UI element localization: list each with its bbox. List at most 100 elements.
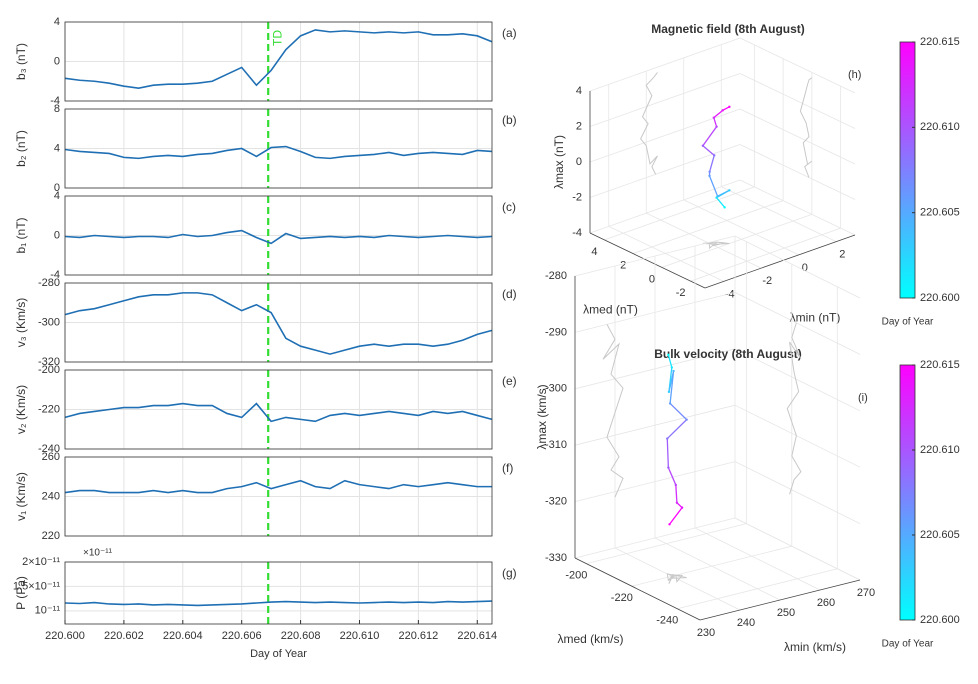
z-tick-label: -4 — [572, 227, 582, 239]
colorbar-tick-label: 220.615 — [920, 36, 960, 48]
data-line — [64, 479, 492, 494]
grid-line — [690, 227, 841, 282]
data-line — [64, 29, 493, 89]
floor-shadow — [666, 573, 687, 584]
y-tick-label: 0 — [54, 182, 60, 194]
floor-shadow — [702, 241, 730, 250]
panel-label: (c) — [502, 200, 516, 214]
wall-shadow — [602, 324, 624, 498]
panel-label: (g) — [502, 566, 517, 580]
y-tick-label: -300 — [38, 316, 60, 328]
z-tick-label: -330 — [545, 552, 567, 564]
trajectory-segment — [722, 106, 730, 111]
grid-line — [721, 186, 837, 242]
y-tick-label: -200 — [565, 570, 587, 582]
trajectory-segment — [708, 155, 715, 172]
trajectory-point — [667, 353, 670, 357]
x-tick-label: 220.604 — [163, 630, 203, 642]
panel-frame — [64, 108, 493, 189]
trajectory-point — [668, 402, 672, 405]
trajectory-segment — [667, 354, 673, 368]
trajectory-segment — [702, 126, 718, 147]
trajectory-point — [674, 483, 678, 487]
panel-label: (d) — [502, 287, 517, 301]
trajectory-segment — [708, 175, 719, 197]
grid-line — [739, 108, 856, 165]
trajectory-point — [708, 174, 711, 178]
colorbar-tick-label: 220.600 — [920, 614, 960, 626]
grid-line — [739, 37, 856, 94]
chart-title: Bulk velocity (8th August) — [654, 347, 802, 361]
x-tick-label: 250 — [777, 607, 795, 619]
z-tick-label: -320 — [545, 496, 567, 508]
trajectory-point — [667, 390, 671, 394]
event-label: TD — [270, 30, 284, 46]
y-tick-label: -220 — [611, 592, 633, 604]
trajectory-point — [715, 125, 718, 128]
y-tick-label: -200 — [38, 364, 60, 376]
x-tick-label: 220.610 — [340, 630, 380, 642]
y-tick-label: 240 — [42, 490, 60, 502]
trajectory-segment — [666, 419, 688, 440]
panel-label: (i) — [858, 392, 868, 404]
colorbar-label: Day of Year — [882, 317, 934, 328]
y-tick-label: 4 — [591, 246, 597, 258]
z-tick-label: 2 — [576, 120, 582, 132]
grid-line — [604, 186, 755, 241]
axis-exponent: ×10⁻¹¹ — [83, 548, 113, 559]
panel-frame — [64, 195, 493, 276]
colorbar-tick-label: 220.605 — [920, 529, 960, 541]
z-tick-label: 0 — [576, 156, 582, 168]
panel-label: (b) — [502, 113, 517, 127]
colorbar — [899, 364, 916, 621]
grid-line — [589, 144, 741, 198]
trajectory-segment — [669, 370, 675, 404]
grid-line — [646, 212, 762, 269]
x-tick-label: 220.602 — [104, 630, 144, 642]
trajectory-point — [712, 116, 716, 119]
trajectory-segment — [675, 484, 678, 503]
panel-frame — [64, 561, 493, 625]
data-line — [64, 600, 493, 607]
grid-line — [694, 527, 821, 591]
grid-line — [574, 461, 736, 502]
y-axis-label: v₂ (Km/s) — [14, 385, 28, 434]
trajectory-segment — [669, 403, 688, 421]
grid-line — [574, 292, 736, 333]
grid-line — [654, 537, 781, 601]
trajectory-segment — [667, 467, 677, 486]
axis-line — [574, 557, 701, 621]
y-axis-label: b₃ (nT) — [14, 43, 28, 80]
y-axis-label: b₂ (nT) — [14, 130, 28, 167]
z-tick-label: -2 — [572, 191, 582, 203]
trajectory-point — [672, 369, 675, 373]
x-tick-label: 0 — [802, 262, 808, 274]
y-tick-label: 10⁻¹¹ — [35, 605, 61, 617]
trajectory-point — [685, 418, 688, 421]
grid-line — [632, 200, 784, 255]
y-tick-label: 1.5×10⁻¹¹ — [13, 580, 60, 592]
axis-line — [699, 579, 861, 621]
trajectory-point — [728, 105, 731, 109]
trajectory-point — [668, 523, 671, 526]
x-tick-label: 230 — [697, 627, 715, 639]
trajectory-point — [680, 506, 684, 509]
y-axis-label: v₁ (Km/s) — [14, 472, 28, 521]
trajectory-point — [723, 206, 726, 209]
trajectory-segment — [716, 197, 726, 208]
grid-line — [739, 73, 856, 129]
data-line — [64, 402, 493, 423]
z-tick-label: -280 — [545, 270, 567, 282]
grid-line — [734, 404, 861, 468]
x-tick-label: 2 — [839, 249, 845, 261]
y-tick-label: 220 — [42, 530, 60, 542]
y-tick-label: -240 — [656, 615, 678, 627]
grid-line — [739, 179, 856, 236]
x-tick-label: 220.612 — [398, 630, 438, 642]
y-tick-label: 4 — [54, 16, 60, 28]
grid-line — [574, 235, 736, 277]
z-tick-label: 4 — [576, 85, 582, 97]
panel-frame — [64, 456, 493, 537]
trajectory-segment — [666, 438, 670, 468]
trajectory-segment — [702, 145, 715, 156]
